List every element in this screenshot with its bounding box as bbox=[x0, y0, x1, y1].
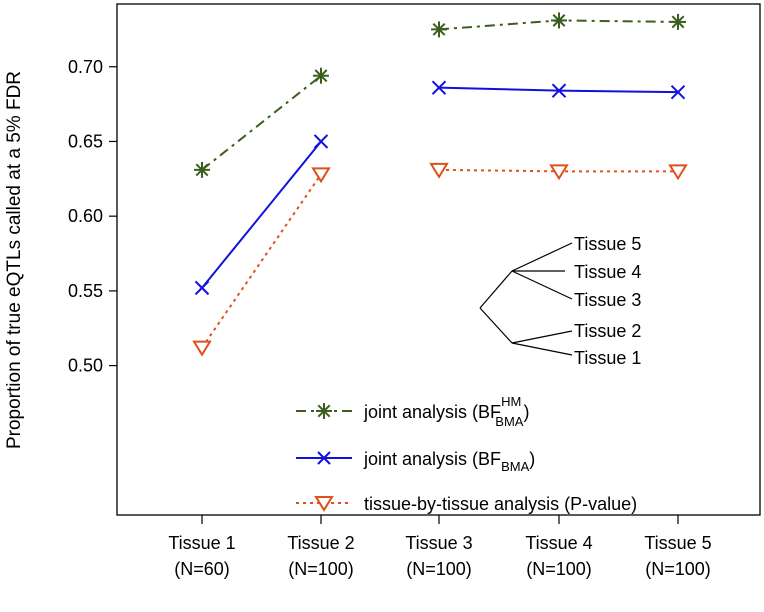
point-bf_hm-2 bbox=[431, 21, 447, 38]
legend-label-bf: joint analysis (BFBMA) bbox=[363, 449, 535, 474]
y-tick-label-3: 0.65 bbox=[68, 131, 103, 151]
legend-item-pval: tissue-by-tissue analysis (P-value) bbox=[296, 494, 637, 514]
tree-diagram bbox=[479, 242, 573, 356]
y-tick-label-1: 0.55 bbox=[68, 281, 103, 301]
point-bf-3 bbox=[551, 83, 567, 98]
legend-label-pval: tissue-by-tissue analysis (P-value) bbox=[364, 494, 637, 514]
series-pval-line-0 bbox=[201, 173, 322, 349]
point-bf_hm-3 bbox=[551, 12, 567, 29]
tree-label-tissue2: Tissue 2 bbox=[574, 321, 641, 341]
tree-root-upper bbox=[479, 270, 513, 309]
point-bf_hm-4 bbox=[670, 13, 686, 30]
tree-branch-tissue1 bbox=[511, 342, 573, 356]
x-tick-label-1: Tissue 2 bbox=[287, 533, 354, 553]
point-pval-3 bbox=[549, 164, 569, 181]
series-bf_hm bbox=[194, 12, 686, 178]
y-tick-label-2: 0.60 bbox=[68, 206, 103, 226]
series-bf bbox=[194, 80, 686, 296]
x-tick-sublabel-1: (N=100) bbox=[288, 559, 354, 579]
point-pval-4 bbox=[668, 164, 688, 181]
point-bf-2 bbox=[431, 80, 447, 95]
legend: joint analysis (BFHM BMA) joint analysis … bbox=[296, 394, 637, 514]
x-tick-label-0: Tissue 1 bbox=[168, 533, 235, 553]
point-pval-0 bbox=[192, 340, 212, 357]
plot-frame bbox=[116, 3, 761, 516]
point-bf_hm-1 bbox=[313, 67, 329, 84]
point-pval-2 bbox=[429, 162, 449, 179]
series-bf_hm-line-0 bbox=[201, 74, 322, 171]
tree-labels: Tissue 5 Tissue 4 Tissue 3 Tissue 2 Tiss… bbox=[574, 234, 641, 368]
series-pval bbox=[192, 162, 688, 357]
x-tick-sublabel-4: (N=100) bbox=[645, 559, 711, 579]
x-tick-label-3: Tissue 4 bbox=[525, 533, 592, 553]
tree-branch-tissue3 bbox=[511, 270, 573, 300]
x-tick-sublabel-3: (N=100) bbox=[526, 559, 592, 579]
point-bf_hm-0 bbox=[194, 161, 210, 178]
x-tick-sublabel-2: (N=100) bbox=[406, 559, 472, 579]
point-bf-0 bbox=[194, 280, 210, 296]
point-bf-4 bbox=[670, 84, 686, 100]
y-axis: 0.50 0.55 0.60 0.65 0.70 bbox=[68, 57, 117, 376]
tree-label-tissue4: Tissue 4 bbox=[574, 262, 641, 282]
y-axis-title: Proportion of true eQTLs called at a 5% … bbox=[4, 71, 25, 449]
tree-label-tissue3: Tissue 3 bbox=[574, 290, 641, 310]
point-pval-1 bbox=[311, 167, 331, 184]
x-tick-sublabel-0: (N=60) bbox=[174, 559, 230, 579]
x-tick-label-4: Tissue 5 bbox=[644, 533, 711, 553]
y-tick-label-0: 0.50 bbox=[68, 356, 103, 376]
legend-marker-pval bbox=[314, 496, 334, 512]
series-layer bbox=[192, 12, 688, 357]
legend-marker-bf bbox=[317, 451, 331, 465]
legend-item-bf: joint analysis (BFBMA) bbox=[296, 449, 535, 474]
legend-marker-bf-hm bbox=[316, 403, 332, 419]
y-tick-label-4: 0.70 bbox=[68, 57, 103, 77]
tree-label-tissue1: Tissue 1 bbox=[574, 348, 641, 368]
tree-branch-tissue2 bbox=[511, 330, 573, 344]
legend-label-bf-hm: joint analysis (BFHM BMA) bbox=[363, 394, 529, 429]
tree-root-lower bbox=[479, 307, 513, 344]
series-bf-line-0 bbox=[201, 140, 322, 289]
x-tick-label-2: Tissue 3 bbox=[405, 533, 472, 553]
legend-item-bf-hm: joint analysis (BFHM BMA) bbox=[296, 394, 529, 429]
x-axis: Tissue 1 (N=60) Tissue 2 (N=100) Tissue 3 (N=… bbox=[168, 515, 712, 579]
tree-label-tissue5: Tissue 5 bbox=[574, 234, 641, 254]
point-bf-1 bbox=[313, 134, 329, 149]
tree-branch-tissue5 bbox=[511, 242, 573, 272]
